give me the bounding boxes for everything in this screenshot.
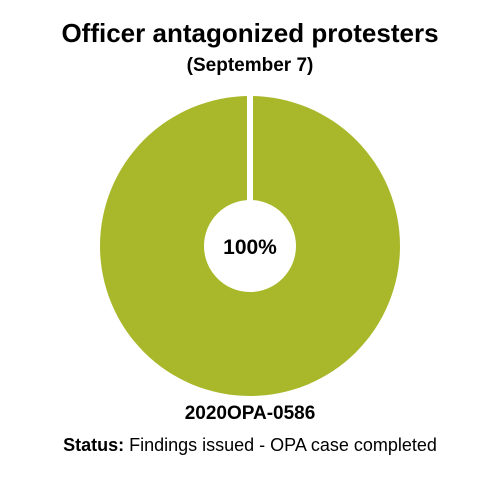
center-percentage-label: 100% xyxy=(223,236,277,259)
chart-subtitle: (September 7) xyxy=(186,55,314,76)
status-text: Findings issued - OPA case completed xyxy=(124,435,437,455)
donut-center-hole xyxy=(204,200,296,292)
status-line: Status: Findings issued - OPA case compl… xyxy=(0,432,500,458)
case-id: 2020OPA-0586 xyxy=(184,403,316,424)
status-label: Status: xyxy=(63,435,125,455)
chart-title: Officer antagonized protesters xyxy=(61,18,439,48)
